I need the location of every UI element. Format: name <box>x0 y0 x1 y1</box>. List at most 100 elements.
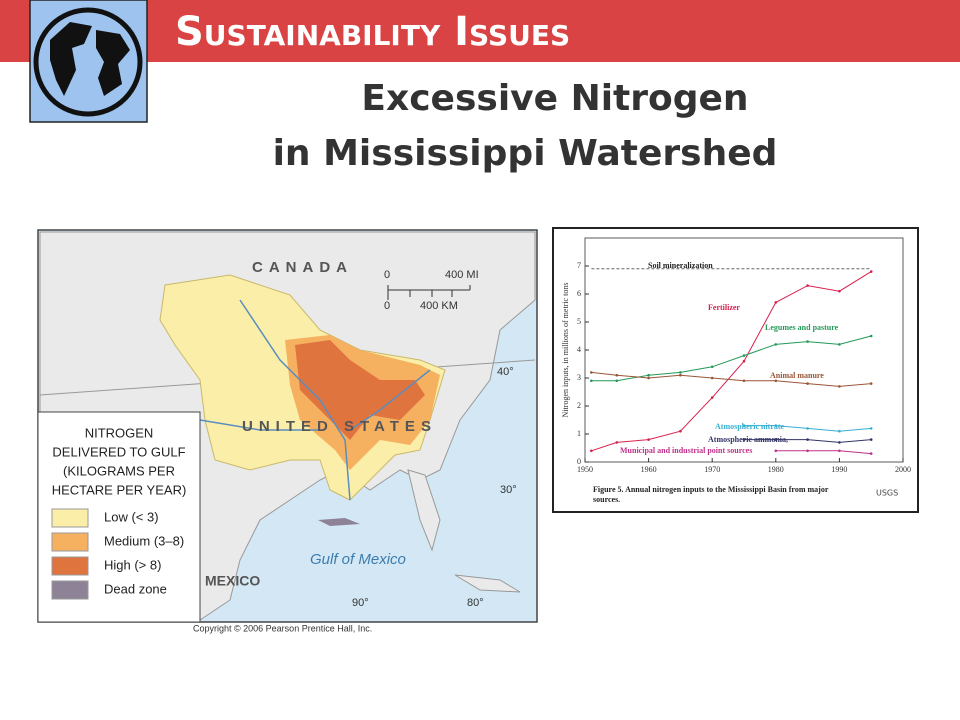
x-tick-label: 1960 <box>641 465 657 474</box>
series-point <box>590 379 593 383</box>
y-tick-label: 3 <box>577 373 581 382</box>
scale-bar <box>387 285 471 300</box>
series-point <box>679 373 682 377</box>
coordinate-label: 40° <box>497 366 514 378</box>
series-point <box>838 385 841 388</box>
series-point <box>710 365 714 369</box>
map-label: CANADA <box>252 259 353 276</box>
series-point <box>774 343 778 346</box>
series-label: Atmospheric nitrate <box>715 422 785 431</box>
series-point <box>774 301 778 304</box>
chart-frame <box>552 227 919 513</box>
y-axis-label: Nitrogen inputs, in millions of metric t… <box>561 283 570 418</box>
series-point <box>710 396 714 399</box>
series-point <box>838 441 841 444</box>
series-point <box>806 438 809 441</box>
series-point <box>615 373 619 377</box>
y-tick-label: 1 <box>577 429 581 438</box>
legend-title: HECTARE PER YEAR) <box>52 482 187 497</box>
copyright: Copyright © 2006 Pearson Prentice Hall, … <box>193 623 372 633</box>
globe-icon <box>29 0 148 123</box>
figure-caption: Figure 5. Annual nitrogen inputs to the … <box>593 485 829 494</box>
legend-title: DELIVERED TO GULF <box>52 444 185 459</box>
series-point <box>710 376 714 380</box>
y-tick-label: 2 <box>577 401 581 410</box>
credit: USGS <box>876 489 898 498</box>
map: CANADA UNITED STATES MEXICO Gulf of Mexi… <box>37 229 538 623</box>
series-point <box>806 427 809 430</box>
series-point <box>838 449 841 453</box>
coordinate-label: 80° <box>467 597 484 609</box>
series-label: Municipal and industrial point sources <box>620 446 752 455</box>
x-tick-label: 2000 <box>895 465 911 474</box>
series-line <box>775 450 872 455</box>
legend-swatch <box>51 532 89 552</box>
series-label: Atmospheric ammonia, <box>708 435 788 444</box>
x-tick-label: 1980 <box>768 465 784 474</box>
series-label: Soil mineralization <box>648 261 713 270</box>
y-tick-label: 4 <box>577 345 581 354</box>
scale-label: 0 <box>384 269 390 281</box>
series-point <box>838 429 841 433</box>
series-point <box>869 427 873 430</box>
legend-swatch <box>51 508 89 528</box>
series-point <box>742 359 746 363</box>
series-point <box>647 376 650 380</box>
legend-swatch <box>51 556 89 576</box>
series-point <box>615 441 619 444</box>
series-point <box>615 379 619 383</box>
series-point <box>869 382 873 385</box>
header-title: Sustainability Issues <box>175 9 570 55</box>
map-label: Gulf of Mexico <box>310 551 406 568</box>
series-point <box>774 438 778 441</box>
series-point <box>869 270 873 273</box>
map-label: MEXICO <box>205 573 260 589</box>
coordinate-label: 90° <box>352 597 369 609</box>
series-point <box>774 424 778 427</box>
y-tick-label: 6 <box>577 289 581 298</box>
legend-label: Medium (3–8) <box>104 533 184 548</box>
chart: 0 1 2 3 4 5 6 7 1950 1960 1970 1980 1990 2000 Nitrogen… <box>561 237 911 504</box>
series-label: Legumes and pasture <box>765 323 839 332</box>
legend-swatch <box>51 580 89 600</box>
series-label: Fertilizer <box>708 303 740 312</box>
series-point <box>742 379 746 383</box>
scale-label: 0 <box>384 300 390 312</box>
header-bar <box>0 0 960 62</box>
series-point <box>679 429 682 433</box>
legend-label: Dead zone <box>104 581 167 596</box>
series-line <box>591 335 872 382</box>
legend-title: (KILOGRAMS PER <box>63 463 175 478</box>
series-point <box>806 340 809 343</box>
figure-caption: sources. <box>593 495 620 504</box>
y-tick-label: 7 <box>577 261 581 270</box>
x-tick-label: 1970 <box>704 465 720 474</box>
series-point <box>774 379 778 383</box>
series-point <box>742 424 746 427</box>
x-tick-label: 1990 <box>831 465 847 474</box>
series-point <box>806 382 809 385</box>
y-tick-label: 0 <box>577 457 581 466</box>
series-label: Animal manure <box>770 371 824 380</box>
series-point <box>838 289 841 293</box>
scale-label: 400 MI <box>445 269 479 281</box>
legend-label: Low (< 3) <box>104 509 159 524</box>
heading-line: in Mississippi Watershed <box>273 133 778 174</box>
legend: NITROGEN DELIVERED TO GULF (KILOGRAMS PER H… <box>51 425 187 600</box>
series-point <box>590 449 593 453</box>
series-point <box>806 449 809 453</box>
x-tick-label: 1950 <box>577 465 593 474</box>
series-point <box>742 354 746 357</box>
series-point <box>647 373 650 377</box>
series-line <box>591 371 872 387</box>
series-point <box>869 438 873 441</box>
heading-line: Excessive Nitrogen <box>361 78 748 119</box>
series-point <box>838 343 841 346</box>
series-point <box>742 438 746 441</box>
series-point <box>590 371 593 374</box>
series-point <box>679 371 682 374</box>
legend-title: NITROGEN <box>85 425 154 440</box>
legend-label: High (> 8) <box>104 557 161 572</box>
series-point <box>774 449 778 453</box>
